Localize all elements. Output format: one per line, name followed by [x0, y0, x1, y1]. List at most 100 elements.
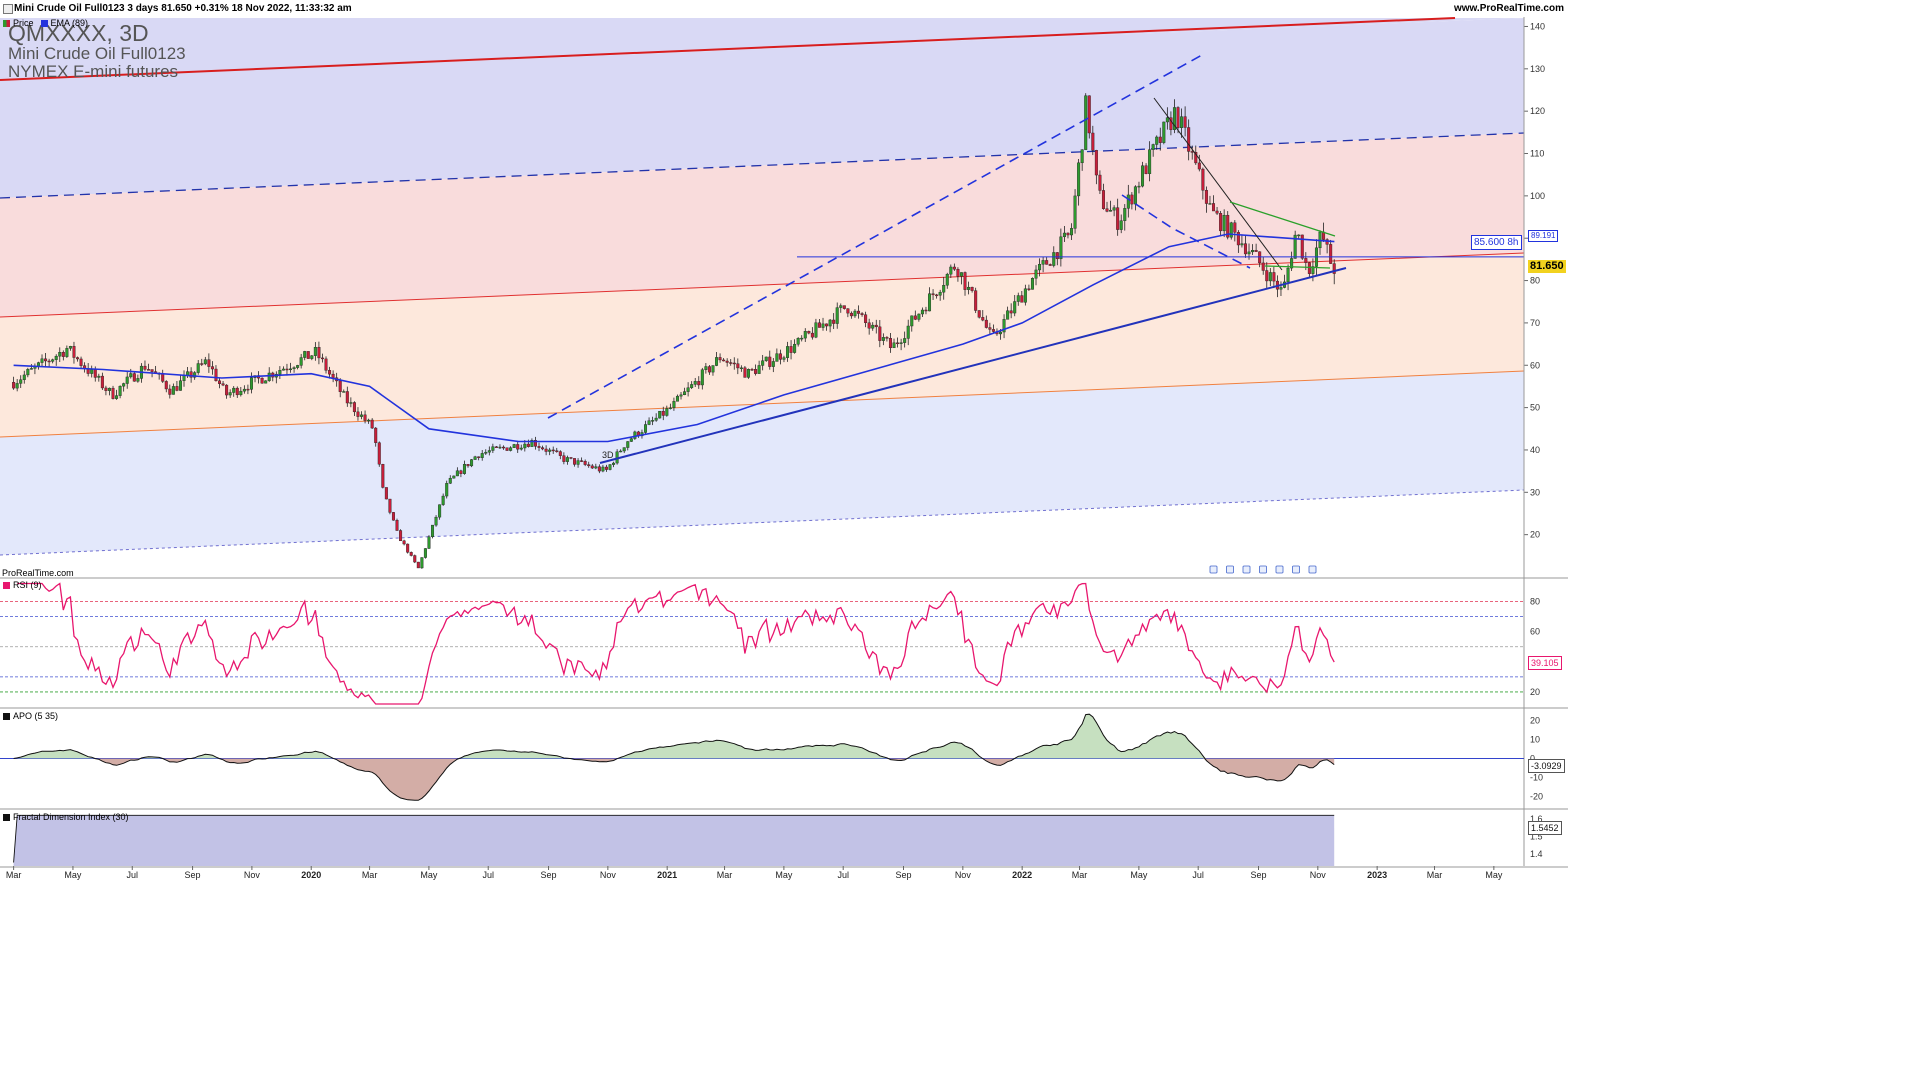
candle-body — [29, 368, 33, 370]
support-trendline — [599, 267, 1347, 464]
candle-body — [722, 359, 726, 362]
candle-body — [707, 366, 711, 373]
candle-body — [906, 325, 910, 339]
candle-body — [786, 346, 790, 358]
x-tick-label: Mar — [1072, 870, 1088, 880]
candle-body — [1052, 252, 1056, 266]
watermark-symbol: QMXXXX, 3D — [8, 20, 149, 46]
candle-body — [768, 356, 772, 367]
candle-body — [487, 450, 491, 453]
candle-body — [505, 447, 509, 451]
candle-body — [207, 359, 211, 367]
candle-body — [1329, 244, 1333, 264]
candle-body — [725, 360, 729, 363]
candle-body — [51, 359, 55, 362]
candle-body — [573, 458, 577, 465]
x-tick-label: Jul — [127, 870, 139, 880]
candle-body — [509, 447, 513, 451]
candle-body — [1169, 117, 1173, 130]
candle-body — [715, 357, 719, 366]
candle-body — [1251, 250, 1255, 253]
candle-body — [221, 383, 225, 386]
candle-body — [104, 387, 108, 391]
candle-body — [537, 446, 541, 448]
candle-body — [757, 365, 761, 374]
candle-body — [22, 374, 26, 380]
candle-body — [1197, 162, 1201, 170]
ema-legend-label: EMA (89) — [50, 18, 89, 28]
candle-body — [1013, 301, 1017, 314]
x-tick-label: Nov — [1310, 870, 1327, 880]
candle-body — [210, 366, 214, 370]
candle-body — [782, 357, 786, 360]
candle-body — [15, 383, 19, 389]
candle-body — [771, 361, 775, 367]
candle-body — [232, 387, 236, 393]
candle-body — [665, 408, 669, 416]
candle-body — [118, 385, 122, 396]
candle-body — [899, 342, 903, 344]
rsi-line — [17, 582, 1335, 705]
candle-body — [381, 464, 385, 488]
candle-body — [739, 367, 743, 370]
candle-body — [246, 388, 250, 391]
band-top-lower — [0, 18, 1524, 198]
candle-body — [1105, 208, 1109, 212]
candle-body — [61, 352, 65, 357]
candle-body — [90, 369, 94, 374]
last-price-tag: 81.650 — [1528, 260, 1566, 273]
candle-body — [44, 358, 48, 362]
price-tick-label: 110 — [1530, 149, 1544, 159]
candle-body — [100, 375, 104, 389]
candle-body — [79, 358, 83, 366]
candle-body — [711, 365, 715, 373]
dashed-channel-lower — [1121, 194, 1251, 269]
candle-body — [533, 440, 537, 447]
candle-body — [1062, 232, 1066, 238]
candle-body — [654, 417, 658, 421]
x-tick-label: May — [775, 870, 793, 880]
candle-body — [107, 387, 111, 391]
price-tick-label: 140 — [1530, 21, 1545, 31]
candle-body — [19, 379, 23, 384]
candle-body — [1222, 214, 1226, 232]
fdi-tick-label: 1.6 — [1530, 814, 1543, 824]
candle-body — [910, 315, 914, 327]
candle-body — [807, 331, 811, 334]
x-tick-label: Nov — [955, 870, 972, 880]
chart-settings-icon[interactable] — [3, 4, 13, 14]
chart-canvas[interactable]: 20304050607080901001101201301403D2040608… — [0, 0, 1568, 882]
rsi-legend-label: RSI (9) — [13, 580, 42, 590]
candle-body — [445, 483, 449, 497]
candle-body — [1045, 260, 1049, 265]
candle-body — [743, 367, 747, 378]
price-legend[interactable]: Price EMA (89) — [3, 18, 88, 28]
candle-body — [800, 337, 804, 340]
candle-body — [1155, 136, 1159, 145]
candle-body — [601, 466, 605, 472]
candle-body — [352, 402, 356, 413]
low-channel-line — [0, 370, 1525, 438]
candle-body — [984, 319, 988, 328]
fdi-legend[interactable]: Fractal Dimension Index (30) — [3, 812, 129, 822]
watermark-name: Mini Crude Oil Full0123 — [8, 44, 186, 63]
candle-body — [1172, 107, 1176, 130]
candle-body — [1077, 162, 1081, 197]
event-icon — [1292, 565, 1300, 574]
candle-body — [1204, 190, 1208, 204]
candle-body — [1176, 107, 1180, 128]
site-link[interactable]: www.ProRealTime.com — [1453, 3, 1564, 14]
apo-legend[interactable]: APO (5 35) — [3, 711, 58, 721]
x-tick-label: Nov — [244, 870, 261, 880]
x-tick-label: Mar — [1427, 870, 1443, 880]
x-tick-label: May — [64, 870, 82, 880]
candle-body — [903, 338, 907, 343]
candle-body — [431, 524, 435, 537]
x-tick-label: May — [420, 870, 438, 880]
candle-body — [917, 313, 921, 320]
candle-body — [956, 268, 960, 277]
rsi-legend[interactable]: RSI (9) — [3, 580, 42, 590]
triangle-lower-line — [1264, 265, 1331, 269]
candle-body — [1215, 210, 1219, 214]
ema-value-tag: 89.191 — [1528, 230, 1559, 242]
